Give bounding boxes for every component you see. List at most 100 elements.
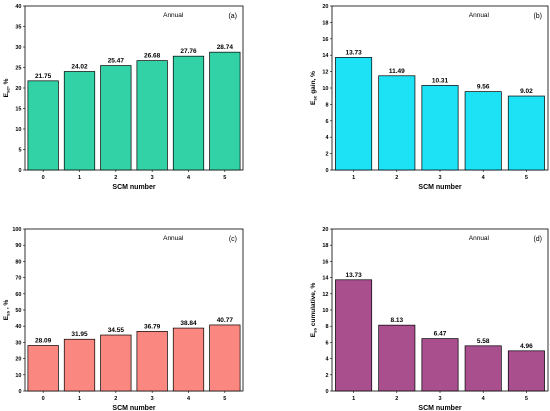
x-tick-label-c: 0 bbox=[42, 396, 45, 402]
data-label-b-1: 13.73 bbox=[345, 49, 362, 56]
y-axis-label-b: Esc gain, % bbox=[310, 71, 318, 105]
bar-d-3 bbox=[421, 338, 459, 392]
bar-b-3 bbox=[421, 85, 459, 171]
x-tick-label-c: 3 bbox=[151, 396, 154, 402]
y-tick-label-d: 16 bbox=[322, 259, 328, 265]
y-tick-label-a: 20 bbox=[15, 86, 21, 92]
y-tick-label-b: 18 bbox=[322, 20, 328, 26]
bar-a-2 bbox=[100, 65, 132, 171]
y-tick-label-d: 8 bbox=[325, 324, 328, 330]
data-label-a-2: 25.47 bbox=[108, 58, 125, 65]
y-axis-label-c: Ess , % bbox=[3, 300, 11, 321]
y-tick-label-a: 35 bbox=[15, 25, 21, 31]
x-tick-label-d: 2 bbox=[395, 396, 398, 402]
y-tick-label-b: 4 bbox=[325, 135, 329, 141]
y-tick-label-d: 4 bbox=[325, 357, 329, 363]
panel-label-a: (a) bbox=[228, 13, 237, 20]
x-axis-label-d: SCM number bbox=[418, 405, 461, 411]
bar-d-1 bbox=[335, 279, 373, 392]
bar-c-5 bbox=[209, 324, 241, 392]
annotation-c: Annual bbox=[163, 235, 184, 242]
y-tick-label-d: 14 bbox=[322, 276, 329, 282]
data-label-b-4: 9.56 bbox=[477, 84, 490, 91]
x-tick-label-b: 4 bbox=[482, 175, 486, 181]
x-axis-label-b: SCM number bbox=[418, 184, 461, 191]
data-label-d-5: 4.96 bbox=[520, 343, 533, 350]
bar-b-2 bbox=[378, 75, 416, 171]
bar-a-4 bbox=[172, 55, 205, 171]
x-tick-label-a: 1 bbox=[78, 175, 81, 181]
data-label-c-1: 31.95 bbox=[71, 331, 88, 338]
y-tick-label-d: 6 bbox=[325, 340, 328, 346]
y-tick-label-c: 10 bbox=[15, 373, 21, 379]
y-tick-label-a: 15 bbox=[15, 107, 21, 113]
x-tick-label-b: 1 bbox=[352, 175, 355, 181]
y-tick-label-b: 16 bbox=[322, 37, 328, 43]
y-tick-label-a: 5 bbox=[18, 148, 21, 154]
chart-panel-b: 0 2 4 6 8 10 12 14 16 18 20 13.73 1 11.49 2 10.31 3 9.56 4… bbox=[310, 4, 549, 191]
y-tick-label-b: 0 bbox=[325, 168, 328, 174]
data-label-a-0: 21.75 bbox=[35, 73, 52, 80]
bar-c-0 bbox=[27, 345, 59, 392]
data-label-b-2: 11.49 bbox=[389, 68, 405, 75]
x-tick-label-c: 1 bbox=[78, 396, 81, 402]
data-label-b-3: 10.31 bbox=[432, 77, 449, 84]
y-tick-label-d: 18 bbox=[322, 243, 328, 249]
y-tick-label-b: 10 bbox=[322, 86, 328, 92]
bar-c-4 bbox=[172, 327, 205, 392]
y-axis-label-a: Esc, % bbox=[3, 78, 11, 97]
chart-panel-a: 051015202530354021.75024.02125.47226.683… bbox=[3, 4, 244, 191]
bar-d-2 bbox=[378, 324, 416, 392]
data-label-c-0: 28.09 bbox=[35, 337, 52, 344]
x-tick-label-a: 4 bbox=[187, 175, 191, 181]
y-axis-label-d: Ess cumulative, % bbox=[310, 283, 318, 338]
bar-c-3 bbox=[136, 331, 168, 392]
bar-b-1 bbox=[335, 57, 373, 171]
y-tick-label-a: 10 bbox=[15, 127, 21, 133]
panel-label-b: (b) bbox=[533, 13, 542, 20]
chart-panel-d: 0 2 4 6 8 10 12 14 16 18 20 13.73 1 8.13 2 6.47 3 5.58 4 4.… bbox=[310, 227, 549, 411]
y-tick-label-c: 70 bbox=[15, 276, 21, 282]
y-tick-label-b: 8 bbox=[325, 102, 328, 108]
y-tick-label-d: 12 bbox=[322, 292, 328, 298]
bar-c-1 bbox=[63, 338, 96, 392]
panel-label-d: (d) bbox=[533, 236, 542, 243]
y-tick-label-d: 20 bbox=[322, 227, 328, 233]
x-axis-label-a: SCM number bbox=[112, 184, 155, 191]
bar-c-2 bbox=[100, 334, 132, 392]
annotation-b: Annual bbox=[469, 12, 490, 19]
data-label-c-4: 38.84 bbox=[180, 320, 197, 327]
bar-d-4 bbox=[464, 345, 502, 392]
y-tick-label-a: 25 bbox=[15, 66, 21, 72]
annotation-a: Annual bbox=[163, 12, 184, 19]
x-tick-label-d: 3 bbox=[438, 396, 441, 402]
bar-a-1 bbox=[63, 71, 96, 171]
bar-d-5 bbox=[507, 350, 545, 392]
bar-b-5 bbox=[507, 95, 545, 171]
y-tick-label-b: 2 bbox=[325, 152, 328, 158]
x-tick-label-d: 4 bbox=[482, 396, 486, 402]
x-tick-label-a: 5 bbox=[223, 175, 226, 181]
bar-b-4 bbox=[464, 91, 502, 171]
annotation-d: Annual bbox=[469, 235, 490, 242]
y-tick-label-a: 40 bbox=[15, 4, 21, 10]
x-tick-label-a: 3 bbox=[151, 175, 154, 181]
y-tick-label-c: 80 bbox=[15, 259, 21, 265]
y-tick-label-c: 40 bbox=[15, 324, 21, 330]
y-tick-label-d: 0 bbox=[325, 389, 328, 395]
data-label-d-2: 8.13 bbox=[390, 317, 403, 324]
data-label-d-3: 6.47 bbox=[434, 331, 447, 338]
bar-a-3 bbox=[136, 60, 168, 171]
data-label-d-1: 13.73 bbox=[345, 272, 362, 279]
data-label-a-1: 24.02 bbox=[71, 64, 88, 71]
y-tick-label-b: 14 bbox=[322, 53, 329, 59]
y-tick-label-c: 50 bbox=[15, 308, 21, 314]
panel-label-c: (c) bbox=[229, 236, 237, 243]
y-tick-label-d: 2 bbox=[325, 373, 328, 379]
chart-panel-c: 0 10 20 30 40 50 60 70 80 90 100 28.09 0 31.95 1 34.55 2… bbox=[3, 227, 244, 411]
y-tick-label-c: 20 bbox=[15, 357, 21, 363]
y-tick-label-a: 0 bbox=[18, 168, 21, 174]
y-tick-label-b: 12 bbox=[322, 70, 328, 76]
data-label-a-4: 27.76 bbox=[180, 48, 197, 55]
